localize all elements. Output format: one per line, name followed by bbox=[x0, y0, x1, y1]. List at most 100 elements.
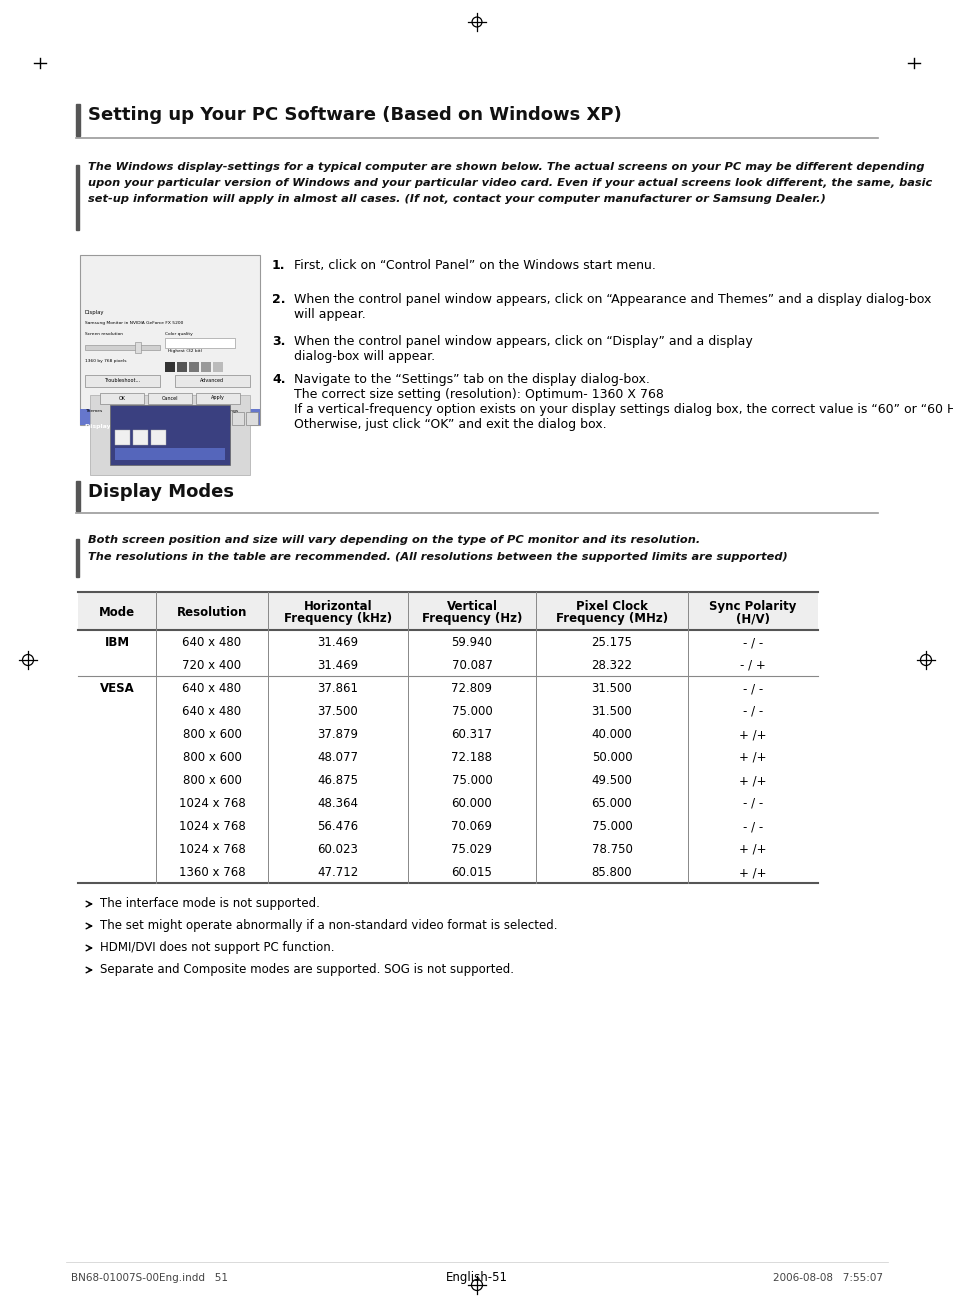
Bar bbox=[174, 375, 250, 388]
Text: 800 x 600: 800 x 600 bbox=[182, 774, 241, 787]
Text: BN68-01007S-00Eng.indd   51: BN68-01007S-00Eng.indd 51 bbox=[71, 1272, 228, 1283]
Text: + /+: + /+ bbox=[739, 750, 766, 763]
Text: 75.000: 75.000 bbox=[451, 705, 492, 718]
Bar bbox=[85, 345, 160, 350]
Bar bbox=[115, 448, 225, 459]
Bar bbox=[135, 342, 141, 352]
Bar bbox=[100, 393, 144, 405]
Text: Horizontal: Horizontal bbox=[303, 600, 372, 613]
Bar bbox=[90, 395, 250, 475]
Bar bbox=[151, 431, 166, 445]
Text: 640 x 480: 640 x 480 bbox=[182, 636, 241, 649]
Text: 800 x 600: 800 x 600 bbox=[182, 728, 241, 741]
Text: Setting up Your PC Software (Based on Windows XP): Setting up Your PC Software (Based on Wi… bbox=[88, 106, 621, 124]
Text: Separate and Composite modes are supported. SOG is not supported.: Separate and Composite modes are support… bbox=[100, 963, 514, 976]
Text: Highest (32 bit): Highest (32 bit) bbox=[168, 348, 202, 352]
Bar bbox=[165, 338, 234, 348]
Text: 1024 x 768: 1024 x 768 bbox=[178, 797, 245, 810]
Text: Vertical: Vertical bbox=[446, 600, 497, 613]
Text: 47.712: 47.712 bbox=[317, 867, 358, 880]
Text: will appear.: will appear. bbox=[294, 308, 365, 321]
Text: Apply: Apply bbox=[211, 395, 225, 401]
Text: Frequency (Hz): Frequency (Hz) bbox=[421, 612, 521, 625]
Text: + /+: + /+ bbox=[739, 774, 766, 787]
Bar bbox=[85, 375, 160, 388]
Text: 800 x 600: 800 x 600 bbox=[182, 750, 241, 763]
Text: Screen resolution: Screen resolution bbox=[85, 331, 123, 335]
Bar bbox=[165, 361, 174, 372]
Bar bbox=[148, 393, 192, 405]
Text: 31.469: 31.469 bbox=[317, 659, 358, 672]
Text: Mode: Mode bbox=[99, 607, 135, 620]
Text: + /+: + /+ bbox=[739, 867, 766, 880]
Text: 60.023: 60.023 bbox=[317, 843, 358, 856]
Text: Samsung Monitor in NVIDIA GeForce FX 5200: Samsung Monitor in NVIDIA GeForce FX 520… bbox=[85, 321, 183, 325]
Text: 78.750: 78.750 bbox=[591, 843, 632, 856]
Text: Frequency (kHz): Frequency (kHz) bbox=[284, 612, 392, 625]
Text: Cancel: Cancel bbox=[162, 395, 178, 401]
Text: upon your particular version of Windows and your particular video card. Even if : upon your particular version of Windows … bbox=[88, 177, 931, 188]
Bar bbox=[78, 592, 817, 630]
Text: 60.000: 60.000 bbox=[451, 797, 492, 810]
Text: set-up information will apply in almost all cases. (If not, contact your compute: set-up information will apply in almost … bbox=[88, 194, 825, 204]
Text: 640 x 480: 640 x 480 bbox=[182, 705, 241, 718]
Bar bbox=[201, 361, 211, 372]
Text: 75.000: 75.000 bbox=[451, 774, 492, 787]
Text: 2.: 2. bbox=[272, 294, 285, 305]
Text: - / -: - / - bbox=[742, 797, 762, 810]
Text: 31.469: 31.469 bbox=[317, 636, 358, 649]
Text: Resolution: Resolution bbox=[176, 607, 247, 620]
Text: Both screen position and size will vary depending on the type of PC monitor and : Both screen position and size will vary … bbox=[88, 535, 700, 545]
Text: 25.175: 25.175 bbox=[591, 636, 632, 649]
Text: 72.809: 72.809 bbox=[451, 683, 492, 696]
Text: 59.940: 59.940 bbox=[451, 636, 492, 649]
Text: HDMI/DVI does not support PC function.: HDMI/DVI does not support PC function. bbox=[100, 941, 335, 954]
Text: Frequency (MHz): Frequency (MHz) bbox=[556, 612, 667, 625]
Text: 37.879: 37.879 bbox=[317, 728, 358, 741]
Text: - / +: - / + bbox=[740, 659, 765, 672]
Text: Sync Polarity: Sync Polarity bbox=[709, 600, 796, 613]
Text: 1360 by 768 pixels: 1360 by 768 pixels bbox=[85, 359, 127, 363]
Text: 49.500: 49.500 bbox=[591, 774, 632, 787]
Text: Advanced: Advanced bbox=[200, 378, 224, 384]
Bar bbox=[132, 431, 148, 445]
Text: Display: Display bbox=[85, 311, 105, 315]
Text: 75.029: 75.029 bbox=[451, 843, 492, 856]
Text: Troubleshoot...: Troubleshoot... bbox=[104, 378, 140, 384]
Text: Appearance: Appearance bbox=[187, 408, 213, 412]
Text: 4.: 4. bbox=[272, 373, 285, 386]
Text: 640 x 480: 640 x 480 bbox=[182, 683, 241, 696]
Text: Pixel Clock: Pixel Clock bbox=[576, 600, 647, 613]
Text: 60.317: 60.317 bbox=[451, 728, 492, 741]
Text: (H/V): (H/V) bbox=[735, 612, 769, 625]
Text: 3.: 3. bbox=[272, 335, 285, 348]
Text: Navigate to the “Settings” tab on the display dialog-box.: Navigate to the “Settings” tab on the di… bbox=[294, 373, 649, 386]
Bar bbox=[246, 412, 257, 425]
Text: 70.087: 70.087 bbox=[451, 659, 492, 672]
Text: 48.077: 48.077 bbox=[317, 750, 358, 763]
Bar bbox=[232, 412, 244, 425]
Text: English-51: English-51 bbox=[446, 1271, 507, 1284]
Text: - / -: - / - bbox=[742, 683, 762, 696]
Text: The Windows display-settings for a typical computer are shown below. The actual : The Windows display-settings for a typic… bbox=[88, 162, 923, 172]
Text: - / -: - / - bbox=[742, 636, 762, 649]
Text: 70.069: 70.069 bbox=[451, 820, 492, 833]
Bar bbox=[218, 412, 230, 425]
Text: Screen Saver: Screen Saver bbox=[152, 408, 182, 412]
Text: The resolutions in the table are recommended. (All resolutions between the suppo: The resolutions in the table are recomme… bbox=[88, 552, 787, 562]
Text: Color quality: Color quality bbox=[165, 331, 193, 335]
Bar bbox=[76, 539, 79, 577]
Text: - / -: - / - bbox=[742, 820, 762, 833]
Text: When the control panel window appears, click on “Appearance and Themes” and a di: When the control panel window appears, c… bbox=[294, 294, 930, 305]
Text: 31.500: 31.500 bbox=[591, 705, 632, 718]
Text: - / -: - / - bbox=[742, 705, 762, 718]
Text: 85.800: 85.800 bbox=[591, 867, 632, 880]
Text: IBM: IBM bbox=[104, 636, 130, 649]
Text: The correct size setting (resolution): Optimum- 1360 X 768: The correct size setting (resolution): O… bbox=[294, 388, 663, 401]
Text: 1360 x 768: 1360 x 768 bbox=[178, 867, 245, 880]
Text: 31.500: 31.500 bbox=[591, 683, 632, 696]
Text: 1024 x 768: 1024 x 768 bbox=[178, 820, 245, 833]
Text: 75.000: 75.000 bbox=[591, 820, 632, 833]
Text: 50.000: 50.000 bbox=[591, 750, 632, 763]
Text: + /+: + /+ bbox=[739, 843, 766, 856]
